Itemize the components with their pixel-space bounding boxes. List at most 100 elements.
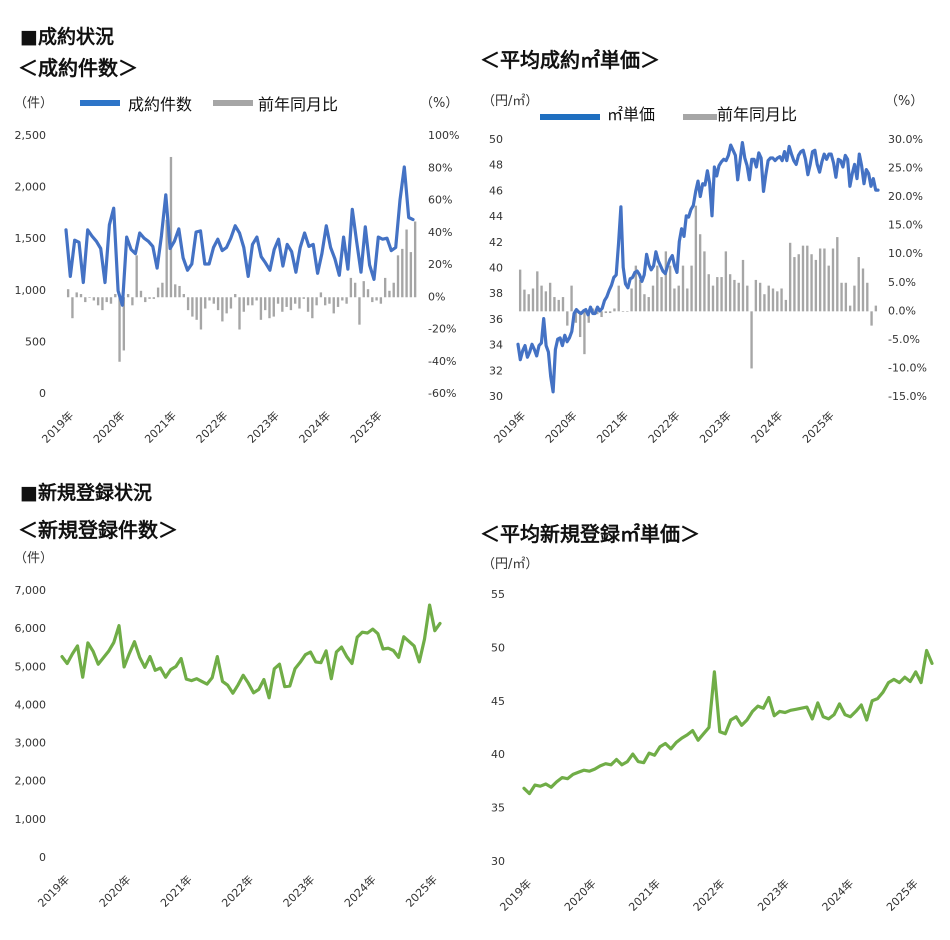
- bar-yoy: [518, 269, 522, 312]
- legend-line-swatch-avg-contract-price: [540, 114, 600, 120]
- y2-tick-label: 25.0%: [888, 162, 923, 175]
- bar-yoy: [608, 311, 612, 314]
- bar-yoy: [523, 289, 526, 312]
- bar-yoy: [840, 282, 843, 312]
- bar-yoy: [289, 297, 293, 311]
- y-tick-label: 30: [491, 855, 505, 868]
- y-tick-label: 30: [489, 390, 503, 403]
- y2-tick-label: -20%: [428, 323, 456, 336]
- bar-yoy: [720, 277, 723, 312]
- y-tick-label: 2,000: [15, 181, 47, 194]
- chart-title-contracts: ＜成約件数＞: [18, 56, 138, 80]
- x-tick-label: 2024年: [296, 408, 333, 445]
- bar-yoy: [131, 297, 134, 306]
- bar-yoy: [716, 277, 719, 312]
- bar-yoy: [319, 292, 323, 298]
- y-tick-label: 2,000: [15, 775, 47, 788]
- legend-line-label-avg-contract-price: ㎡単価: [607, 105, 656, 124]
- y-tick-label: 5,000: [15, 660, 47, 673]
- bar-yoy: [763, 294, 766, 312]
- bar-yoy: [375, 297, 378, 301]
- bar-yoy: [793, 257, 796, 312]
- bar-yoy: [711, 285, 715, 312]
- bar-yoy: [638, 279, 642, 312]
- legend-bar-swatch-avg-contract-price: [683, 114, 717, 120]
- bar-yoy: [212, 297, 215, 304]
- bar-yoy: [79, 294, 83, 298]
- bar-yoy: [626, 311, 629, 312]
- y2-tick-label: -60%: [428, 387, 456, 400]
- bar-yoy: [66, 289, 70, 298]
- bar-yoy: [118, 297, 121, 362]
- bar-yoy: [630, 288, 633, 312]
- bar-yoy: [332, 297, 335, 314]
- bar-yoy: [690, 265, 693, 312]
- bar-yoy: [651, 285, 655, 312]
- bar-yoy: [75, 292, 78, 298]
- y-tick-label: 35: [491, 802, 505, 815]
- bar-yoy: [259, 297, 263, 320]
- bar-yoy: [148, 297, 151, 299]
- bar-yoy: [797, 254, 800, 312]
- bar-yoy: [660, 277, 663, 312]
- y2-tick-label: -10.0%: [888, 361, 927, 374]
- y2-tick-label: 30.0%: [888, 133, 923, 146]
- bar-yoy: [566, 311, 569, 326]
- bar-yoy: [754, 279, 758, 312]
- bar-yoy: [144, 297, 147, 303]
- bar-yoy: [191, 297, 194, 317]
- bar-yoy: [246, 297, 250, 306]
- series-line: [522, 648, 934, 796]
- x-tick-label: 2020年: [561, 876, 598, 913]
- x-tick-label: 2020年: [542, 408, 579, 445]
- bar-yoy: [853, 285, 856, 312]
- right-unit-contracts: （%）: [420, 96, 459, 111]
- bar-yoy: [668, 265, 672, 312]
- bar-yoy: [780, 288, 783, 312]
- bar-yoy: [741, 259, 745, 312]
- x-tick-label: 2021年: [626, 876, 663, 913]
- bar-yoy: [578, 311, 582, 338]
- y2-tick-label: 10.0%: [888, 247, 923, 260]
- bar-yoy: [324, 297, 327, 306]
- legend-bar-swatch-contracts: [213, 100, 253, 106]
- bar-yoy: [315, 297, 318, 306]
- bar-yoy: [294, 297, 297, 304]
- y2-tick-label: 100%: [428, 129, 459, 142]
- bar-yoy: [174, 284, 177, 298]
- bar-yoy: [746, 285, 749, 312]
- bar-yoy: [823, 248, 826, 312]
- bar-yoy: [643, 294, 646, 312]
- bar-yoy: [664, 251, 668, 312]
- bar-yoy: [272, 297, 275, 317]
- bar-yoy: [677, 285, 680, 312]
- x-tick-label: 2024年: [748, 408, 785, 445]
- bar-yoy: [771, 288, 775, 312]
- y-tick-label: 50: [489, 133, 503, 146]
- bar-yoy: [728, 274, 732, 312]
- series-line: [64, 165, 415, 307]
- bar-yoy: [362, 281, 365, 298]
- bar-yoy: [866, 282, 869, 312]
- bar-yoy: [366, 289, 370, 298]
- bar-yoy: [225, 297, 228, 314]
- bar-yoy: [613, 308, 616, 312]
- x-tick-label: 2021年: [157, 872, 194, 909]
- bar-yoy: [694, 205, 698, 312]
- bar-yoy: [251, 297, 254, 306]
- bar-yoy: [182, 294, 185, 298]
- bar-yoy: [161, 282, 164, 298]
- legend-bar-label-avg-contract-price: 前年同月比: [717, 105, 798, 124]
- bar-yoy: [570, 285, 573, 312]
- bar-yoy: [396, 255, 400, 298]
- y2-tick-label: 5.0%: [888, 276, 916, 289]
- y2-tick-label: -40%: [428, 355, 456, 368]
- bar-yoy: [208, 297, 211, 301]
- bar-yoy: [527, 294, 530, 312]
- x-tick-label: 2022年: [219, 872, 256, 909]
- x-tick-label: 2023年: [696, 408, 733, 445]
- bar-yoy: [703, 251, 706, 312]
- legend-bar-label-contracts: 前年同月比: [258, 95, 339, 114]
- bar-yoy: [109, 297, 113, 304]
- bar-yoy: [647, 297, 650, 312]
